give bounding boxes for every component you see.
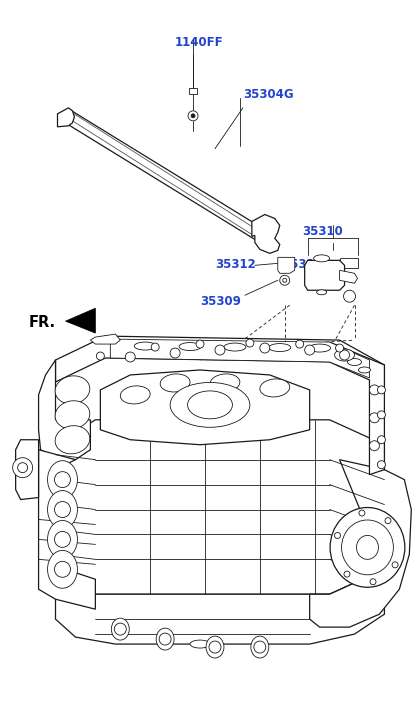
Ellipse shape: [48, 521, 78, 558]
Circle shape: [13, 458, 33, 478]
Text: FR.: FR.: [29, 316, 56, 330]
Polygon shape: [305, 260, 344, 290]
Circle shape: [96, 352, 104, 360]
Ellipse shape: [55, 376, 90, 404]
Polygon shape: [55, 336, 384, 385]
Circle shape: [159, 633, 171, 645]
Polygon shape: [339, 258, 357, 268]
Text: 35310: 35310: [303, 225, 344, 238]
Ellipse shape: [55, 426, 90, 454]
Circle shape: [344, 571, 350, 577]
Ellipse shape: [206, 636, 224, 658]
Circle shape: [336, 344, 344, 352]
Circle shape: [55, 502, 70, 518]
Circle shape: [283, 278, 287, 282]
Circle shape: [209, 641, 221, 653]
Circle shape: [344, 290, 356, 302]
Polygon shape: [16, 440, 38, 499]
Ellipse shape: [357, 535, 379, 559]
Circle shape: [260, 343, 270, 353]
Circle shape: [339, 350, 349, 360]
Ellipse shape: [48, 550, 78, 588]
Polygon shape: [100, 370, 310, 445]
Polygon shape: [58, 108, 75, 126]
Polygon shape: [111, 339, 369, 378]
Ellipse shape: [190, 640, 210, 648]
Circle shape: [18, 462, 28, 473]
Polygon shape: [38, 450, 95, 609]
Ellipse shape: [314, 255, 329, 262]
Polygon shape: [55, 419, 384, 594]
Text: 35304G: 35304G: [243, 88, 294, 101]
Polygon shape: [278, 257, 295, 273]
Circle shape: [55, 561, 70, 577]
Ellipse shape: [330, 507, 405, 587]
Circle shape: [254, 641, 266, 653]
Ellipse shape: [121, 386, 150, 404]
Ellipse shape: [269, 344, 291, 352]
Circle shape: [385, 518, 391, 523]
Circle shape: [369, 385, 379, 395]
Polygon shape: [38, 360, 90, 459]
Ellipse shape: [359, 367, 370, 373]
Circle shape: [114, 623, 126, 635]
Text: 35309: 35309: [200, 295, 241, 308]
Ellipse shape: [111, 618, 129, 640]
Text: 35312: 35312: [215, 258, 256, 271]
Circle shape: [392, 562, 398, 568]
Ellipse shape: [309, 344, 331, 352]
Ellipse shape: [55, 401, 90, 429]
Text: 1140FF: 1140FF: [175, 36, 224, 49]
Circle shape: [296, 340, 304, 348]
Circle shape: [215, 345, 225, 355]
Circle shape: [191, 114, 195, 118]
Polygon shape: [55, 569, 384, 644]
Polygon shape: [310, 459, 411, 627]
Circle shape: [305, 345, 315, 355]
Ellipse shape: [210, 374, 240, 392]
Ellipse shape: [224, 343, 246, 351]
Ellipse shape: [156, 628, 174, 650]
Circle shape: [377, 435, 385, 443]
Ellipse shape: [188, 391, 232, 419]
Circle shape: [377, 461, 385, 469]
Text: 35312: 35312: [282, 258, 322, 271]
Polygon shape: [90, 334, 120, 344]
Ellipse shape: [317, 290, 327, 294]
Circle shape: [55, 531, 70, 547]
Circle shape: [370, 579, 376, 585]
Polygon shape: [65, 308, 95, 333]
Circle shape: [246, 339, 254, 347]
Circle shape: [359, 510, 365, 516]
Polygon shape: [339, 270, 357, 284]
Ellipse shape: [134, 342, 156, 350]
Ellipse shape: [170, 382, 250, 427]
Ellipse shape: [334, 349, 354, 361]
Circle shape: [377, 386, 385, 394]
Circle shape: [280, 276, 290, 285]
Ellipse shape: [251, 636, 269, 658]
Ellipse shape: [342, 520, 393, 575]
Ellipse shape: [260, 379, 290, 397]
Ellipse shape: [48, 491, 78, 529]
Circle shape: [188, 111, 198, 121]
Circle shape: [334, 532, 341, 539]
Ellipse shape: [48, 461, 78, 499]
Circle shape: [377, 411, 385, 419]
Ellipse shape: [347, 358, 362, 366]
Circle shape: [55, 472, 70, 488]
Circle shape: [369, 413, 379, 423]
Circle shape: [125, 352, 135, 362]
Circle shape: [151, 343, 159, 351]
Circle shape: [196, 340, 204, 348]
Polygon shape: [329, 342, 384, 475]
Ellipse shape: [179, 342, 201, 350]
Circle shape: [170, 348, 180, 358]
Ellipse shape: [160, 374, 190, 392]
Circle shape: [369, 441, 379, 451]
Polygon shape: [252, 214, 280, 254]
Polygon shape: [189, 88, 197, 94]
